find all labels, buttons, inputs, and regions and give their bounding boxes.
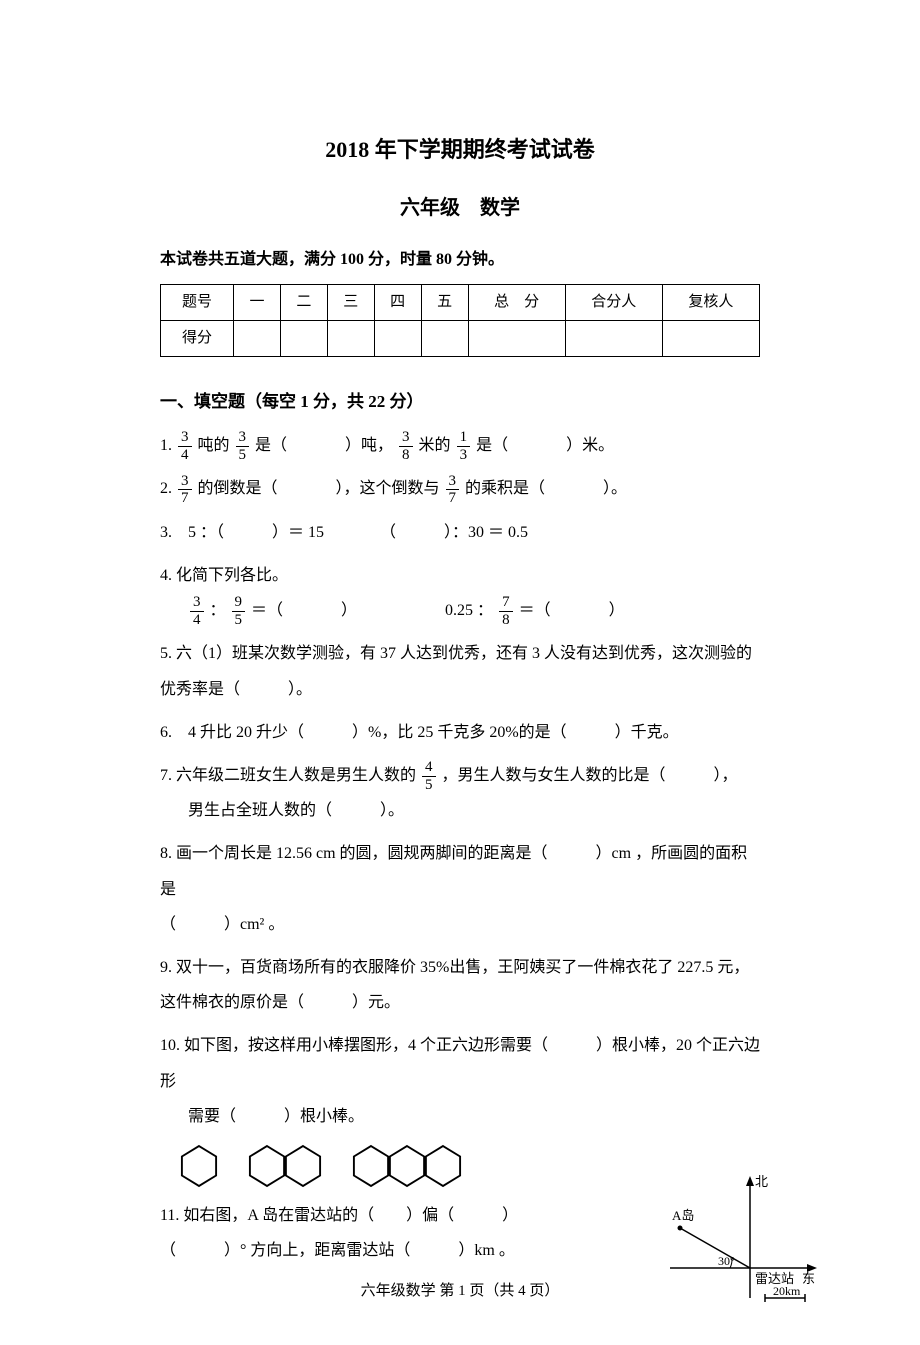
score-cell [468, 321, 565, 357]
question-5: 5. 六（1）班某次数学测验，有 37 人达到优秀，还有 3 人没有达到优秀，这… [160, 636, 760, 706]
exam-instruction: 本试卷共五道大题，满分 100 分，时量 80 分钟。 [160, 246, 760, 275]
fraction: 37 [178, 473, 192, 507]
section-1-header: 一、填空题（每空 1 分，共 22 分） [160, 387, 760, 418]
question-text: 是（ [255, 437, 287, 454]
radar-diagram: A岛 北 东 雷达站 30° 20km [650, 1168, 820, 1308]
header-cell: 三 [327, 285, 374, 321]
hexagon-group-3 [352, 1144, 462, 1188]
fraction: 38 [399, 429, 413, 463]
score-cell [374, 321, 421, 357]
question-text: ＝（ [519, 602, 551, 619]
hexagon-group-2 [248, 1144, 322, 1188]
fraction: 35 [236, 429, 250, 463]
table-row: 得分 [161, 321, 760, 357]
fraction: 95 [232, 594, 246, 628]
header-cell: 总 分 [468, 285, 565, 321]
table-row: 题号 一 二 三 四 五 总 分 合分人 复核人 [161, 285, 760, 321]
north-label: 北 [755, 1174, 768, 1189]
fraction: 34 [178, 429, 192, 463]
question-text: （ ）cm² 。 [160, 907, 760, 942]
question-11: 11. 如右图，A 岛在雷达站的（ ）偏（ ） （ ）° 方向上，距离雷达站（ … [160, 1198, 760, 1268]
question-text: ： [210, 602, 230, 619]
fraction: 45 [422, 759, 436, 793]
question-1: 1. 34 吨的 35 是（ ）吨， 38 米的 13 是（ ）米。 [160, 428, 760, 463]
score-cell [280, 321, 327, 357]
header-cell: 二 [280, 285, 327, 321]
question-text: 的乘积是（ [465, 480, 545, 497]
hexagon-icon [284, 1144, 322, 1188]
header-cell: 五 [421, 285, 468, 321]
header-cell: 复核人 [662, 285, 759, 321]
question-3: 3. 5 ：（ ）＝ 15 （ ）：30 ＝ 0.5 [160, 515, 760, 550]
question-text: ） [341, 602, 357, 619]
question-text: ＝（ [251, 602, 283, 619]
question-text: （ ）° 方向上，距离雷达站（ ）km 。 [160, 1233, 550, 1268]
question-text: 米的 [419, 437, 451, 454]
question-text: ）吨， [345, 437, 393, 454]
header-cell: 四 [374, 285, 421, 321]
score-cell [421, 321, 468, 357]
header-cell: 题号 [161, 285, 234, 321]
question-text: 7. 六年级二班女生人数是男生人数的 [160, 767, 416, 784]
question-2: 2. 37 的倒数是（ ），这个倒数与 37 的乘积是（ ）。 [160, 471, 760, 506]
exam-title: 2018 年下学期期终考试试卷 [160, 130, 760, 170]
score-cell [662, 321, 759, 357]
question-text: ） [609, 602, 625, 619]
question-text: ），这个倒数与 [336, 480, 440, 497]
question-text: 11. 如右图，A 岛在雷达站的（ ）偏（ ） [160, 1198, 550, 1233]
exam-subtitle: 六年级 数学 [160, 190, 760, 226]
row-label: 得分 [161, 321, 234, 357]
score-table: 题号 一 二 三 四 五 总 分 合分人 复核人 得分 [160, 284, 760, 357]
island-label: A岛 [672, 1208, 694, 1223]
question-text: 10. 如下图，按这样用小棒摆图形，4 个正六边形需要（ ）根小棒，20 个正六… [160, 1028, 760, 1098]
question-text: ）。 [603, 480, 627, 497]
east-label: 东 [802, 1271, 815, 1286]
question-text: 吨的 [198, 437, 230, 454]
angle-label: 30° [718, 1254, 735, 1268]
question-6: 6. 4 升比 20 升少（ ）%，比 25 千克多 20%的是（ ）千克。 [160, 715, 760, 750]
header-cell: 合分人 [565, 285, 662, 321]
hexagon-icon [180, 1144, 218, 1188]
scale-label: 20km [773, 1284, 801, 1298]
question-text: 1. [160, 437, 176, 454]
question-text: 0.25 ： [445, 602, 497, 619]
hexagon-icon [352, 1144, 390, 1188]
question-8: 8. 画一个周长是 12.56 cm 的圆，圆规两脚间的距离是（ ）cm ，所画… [160, 836, 760, 942]
question-text: 2. [160, 480, 176, 497]
question-7: 7. 六年级二班女生人数是男生人数的 45 ，男生人数与女生人数的比是（ ）， … [160, 758, 760, 829]
question-text: 是（ [476, 437, 508, 454]
fraction: 34 [190, 594, 204, 628]
header-cell: 一 [234, 285, 281, 321]
hexagon-icon [248, 1144, 286, 1188]
question-9: 9. 双十一，百货商场所有的衣服降价 35%出售，王阿姨买了一件棉衣花了 227… [160, 950, 760, 1020]
score-cell [234, 321, 281, 357]
question-text: 8. 画一个周长是 12.56 cm 的圆，圆规两脚间的距离是（ ）cm ，所画… [160, 836, 760, 906]
question-text: 4. 化简下列各比。 [160, 558, 760, 593]
question-text: ，男生人数与女生人数的比是（ ）， [442, 767, 738, 784]
question-10: 10. 如下图，按这样用小棒摆图形，4 个正六边形需要（ ）根小棒，20 个正六… [160, 1028, 760, 1188]
score-cell [327, 321, 374, 357]
question-text: 需要（ ）根小棒。 [160, 1099, 760, 1134]
hexagon-icon [424, 1144, 462, 1188]
fraction: 78 [499, 594, 513, 628]
question-4: 4. 化简下列各比。 34 ： 95 ＝（ ） 0.25 ： 78 ＝（ ） [160, 558, 760, 629]
question-text: 的倒数是（ [198, 480, 278, 497]
question-text: ）米。 [566, 437, 614, 454]
hexagon-icon [388, 1144, 426, 1188]
fraction: 13 [457, 429, 471, 463]
hexagon-group-1 [180, 1144, 218, 1188]
fraction: 37 [446, 473, 460, 507]
score-cell [565, 321, 662, 357]
question-text: 男生占全班人数的（ ）。 [160, 793, 760, 828]
